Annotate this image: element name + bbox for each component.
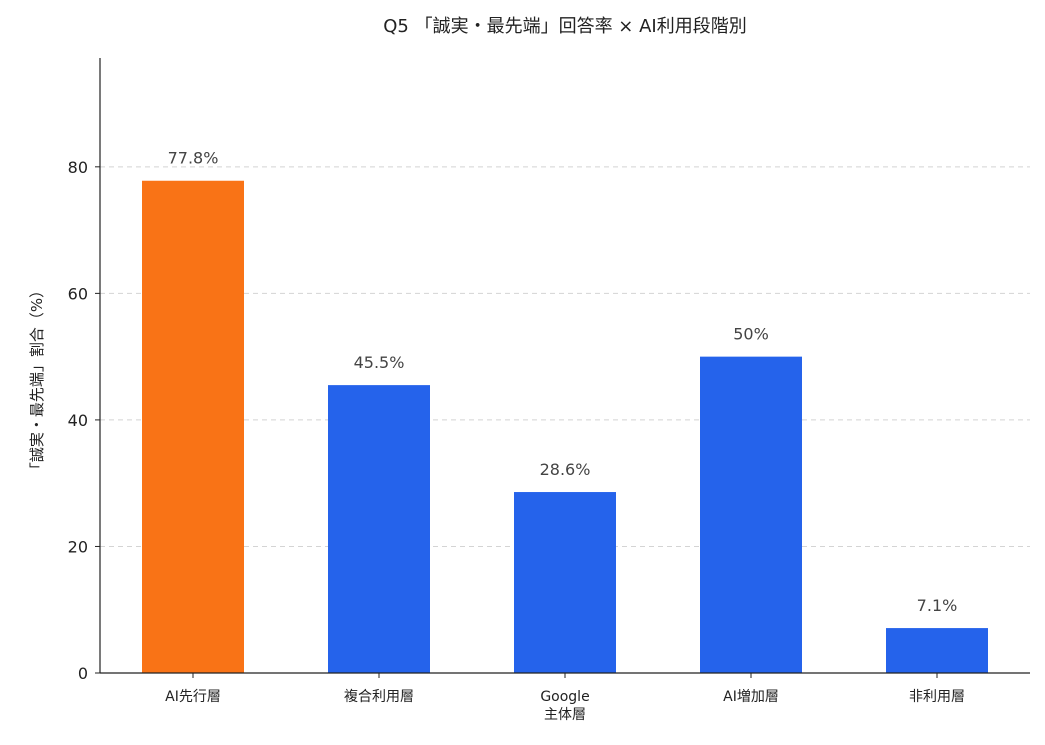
bar bbox=[886, 628, 988, 673]
x-tick-label: Google bbox=[540, 689, 589, 705]
x-tick-label: AI先行層 bbox=[165, 689, 221, 705]
bar bbox=[328, 385, 430, 673]
bar bbox=[514, 492, 616, 673]
y-tick-label: 60 bbox=[68, 284, 88, 303]
x-tick-label: 主体層 bbox=[544, 707, 586, 723]
data-label: 28.6% bbox=[540, 460, 591, 479]
data-label: 50% bbox=[733, 325, 769, 344]
y-tick-label: 40 bbox=[68, 411, 88, 430]
y-tick-label: 20 bbox=[68, 537, 88, 556]
data-label: 7.1% bbox=[917, 596, 958, 615]
chart-title: Q5 「誠実・最先端」回答率 × AI利用段階別 bbox=[383, 16, 747, 37]
data-label: 77.8% bbox=[168, 149, 219, 168]
bar bbox=[142, 180, 244, 673]
x-tick-label: AI増加層 bbox=[723, 689, 779, 705]
y-tick-label: 0 bbox=[78, 664, 88, 683]
y-axis-label: 「誠実・最先端」割合（%） bbox=[28, 283, 46, 477]
data-label: 45.5% bbox=[354, 353, 405, 372]
x-tick-label: 複合利用層 bbox=[344, 688, 414, 705]
x-tick-label: 非利用層 bbox=[909, 689, 965, 705]
bar bbox=[700, 356, 802, 673]
y-tick-label: 80 bbox=[68, 158, 88, 177]
